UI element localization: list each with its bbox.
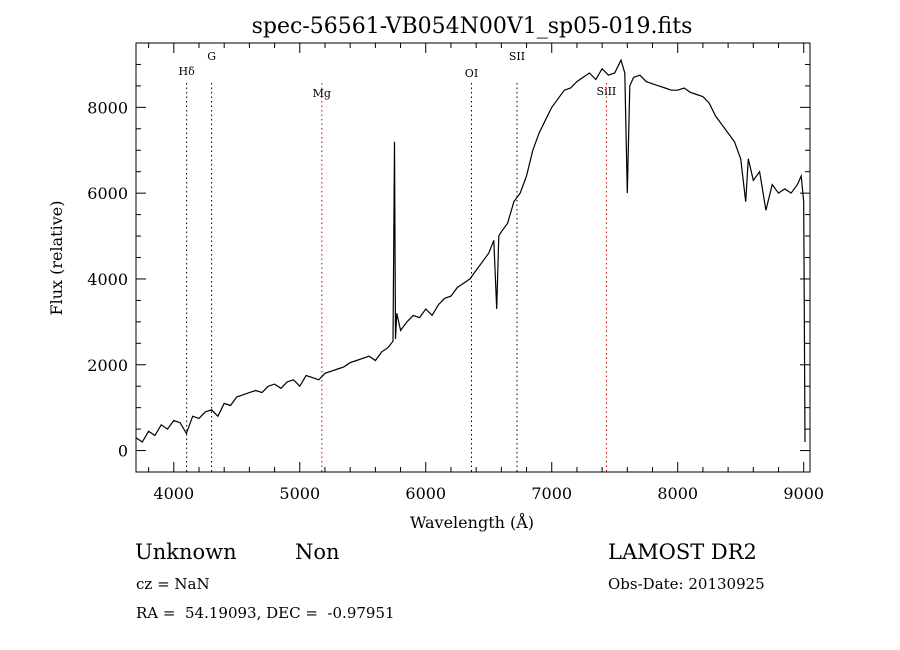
feature-line-label: Mg (313, 87, 331, 100)
x-axis-ticks: 4000 5000 6000 7000 8000 9000 (148, 43, 824, 503)
x-tick-label: 7000 (531, 484, 572, 503)
x-tick-label: 9000 (783, 484, 824, 503)
x-tick-label: 8000 (657, 484, 698, 503)
subclass-label: Non (295, 540, 340, 564)
spectral-feature-lines: Hδ G Mg OI SII SiII (179, 50, 617, 472)
y-tick-label: 4000 (87, 270, 128, 289)
y-axis-label: Flux (relative) (47, 201, 66, 316)
plot-frame (135, 42, 811, 473)
series-layer (135, 58, 806, 443)
y-axis-ticks: 0 2000 4000 6000 8000 (87, 42, 810, 473)
feature-line-label: SII (509, 50, 525, 63)
feature-line-label: SiII (597, 85, 617, 98)
x-axis-label: Wavelength (Å) (410, 512, 534, 532)
feature-line-label: Hδ (179, 65, 196, 78)
y-tick-label: 2000 (87, 356, 128, 375)
survey-label: LAMOST DR2 (608, 540, 757, 564)
chart-title: spec-56561-VB054N00V1_sp05-019.fits (252, 14, 693, 39)
y-tick-label: 0 (118, 442, 128, 461)
cz-label: cz = NaN (136, 575, 210, 593)
y-tick-label: 8000 (87, 98, 128, 117)
obs-date-label: Obs-Date: 20130925 (608, 575, 765, 593)
feature-line-label: OI (465, 67, 478, 80)
x-tick-label: 6000 (405, 484, 446, 503)
y-tick-label: 6000 (87, 184, 128, 203)
x-tick-label: 4000 (153, 484, 194, 503)
x-tick-label: 5000 (279, 484, 320, 503)
coordinates-label: RA = 54.19093, DEC = -0.97951 (136, 604, 395, 622)
spectrum-line (135, 58, 806, 443)
class-label: Unknown (135, 540, 237, 564)
feature-line-label: G (207, 50, 216, 63)
